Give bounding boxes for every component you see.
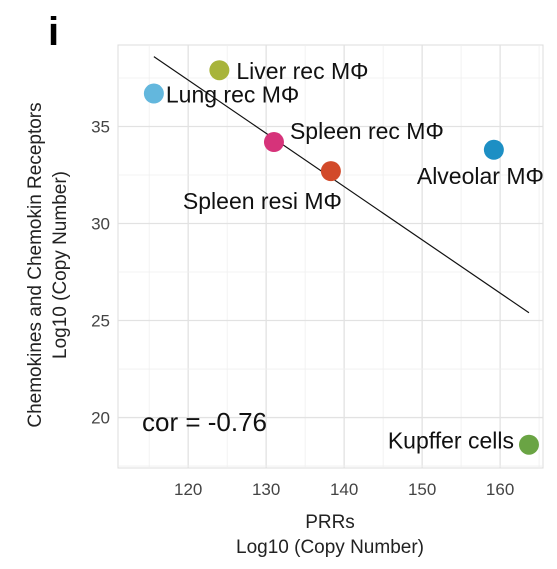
x-tick-label: 120	[174, 480, 202, 499]
y-tick-label: 35	[91, 117, 110, 136]
data-point	[320, 161, 341, 182]
x-tick-label: 160	[486, 480, 514, 499]
trend-line	[153, 56, 530, 314]
data-points	[143, 60, 539, 455]
data-point	[518, 434, 539, 455]
y-tick-label: 30	[91, 215, 110, 234]
correlation-annotation: cor = -0.76	[142, 407, 267, 437]
data-point	[143, 83, 164, 104]
point-label: Lung rec MΦ	[166, 82, 299, 108]
y-tick-label: 25	[91, 312, 110, 331]
point-label: Alveolar MΦ	[417, 163, 544, 189]
x-tick-labels: 120 130 140 150 160	[174, 480, 514, 499]
data-point	[483, 139, 504, 160]
panel-letter: i	[48, 10, 59, 54]
x-tick-label: 150	[408, 480, 436, 499]
x-tick-label: 130	[252, 480, 280, 499]
data-point	[209, 60, 230, 81]
y-tick-labels: 20 25 30 35	[91, 117, 110, 427]
point-label: Spleen rec MΦ	[290, 118, 444, 144]
y-tick-label: 20	[91, 409, 110, 428]
point-label: Spleen resi MΦ	[183, 188, 342, 214]
x-axis-title-line1: PRRs	[305, 512, 355, 533]
point-label: Kupffer cells	[388, 428, 514, 454]
x-axis-title-line2: Log10 (Copy Number)	[236, 537, 424, 558]
point-label: Liver rec MΦ	[236, 58, 368, 84]
x-tick-label: 140	[330, 480, 358, 499]
plot-area	[117, 44, 544, 469]
y-axis-title-line2: Log10 (Copy Number)	[50, 171, 71, 359]
y-axis-title-line1: Chemokines and Chemokin Receptors	[25, 102, 46, 427]
data-point	[263, 132, 284, 153]
